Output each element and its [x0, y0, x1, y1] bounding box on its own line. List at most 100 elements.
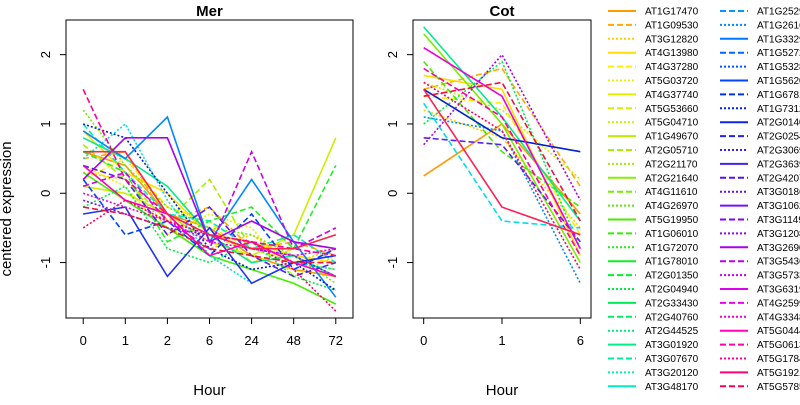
legend-label: AT2G3069	[757, 146, 800, 157]
legend-label: AT1G5272	[757, 48, 800, 59]
legend-label: AT3G2690	[757, 243, 800, 254]
legend-label: AT2G21640	[645, 173, 699, 184]
y-tick-label: 2	[385, 51, 400, 58]
legend-label: AT2G21170	[645, 159, 698, 170]
x-tick-label: 1	[122, 333, 129, 348]
legend-label: AT4G2599	[757, 298, 800, 309]
legend-label: AT3G12820	[645, 34, 699, 45]
series-line-at4g25990	[423, 47, 582, 250]
y-axis-label: centered expression	[0, 141, 15, 276]
series-line-at1g09530	[423, 67, 581, 187]
x-tick-label: 2	[164, 333, 171, 348]
series-line-at2g36390	[82, 164, 337, 278]
y-tick-label: 0	[385, 190, 400, 197]
series-line-at3g01920	[82, 123, 337, 264]
legend-label: AT1G06010	[645, 229, 699, 240]
chart-panel-mer: Mer 0 1 2 6 24 48 72 -1 0 1 2 Hour centered expressio…	[0, 3, 354, 399]
x-tick-label: 1	[498, 333, 505, 348]
y-tick-label: -1	[38, 257, 53, 269]
legend-label: AT1G5620	[757, 76, 800, 87]
legend-label: AT2G0254	[757, 132, 800, 143]
x-tick-label: 6	[577, 333, 584, 348]
x-axis-label: Hour	[193, 382, 226, 399]
legend-label: AT5G53660	[645, 104, 699, 115]
chart-title: Mer	[196, 3, 223, 20]
series-line-at4g26970	[423, 61, 581, 208]
legend-label: AT4G3348	[757, 312, 800, 323]
y-tick-label: 1	[38, 120, 53, 127]
legend-label: AT5G1784	[757, 354, 800, 365]
legend-label: AT5G1921	[757, 368, 800, 379]
series-line-at2g01400	[83, 206, 336, 285]
series-line-at1g25290	[423, 116, 582, 284]
legend-label: AT1G6781	[757, 90, 800, 101]
legend-label: AT3G1062	[757, 201, 800, 212]
y-tick-label: 2	[38, 51, 53, 58]
legend-label: AT3G0186	[757, 187, 800, 198]
legend-label: AT3G01920	[645, 340, 699, 351]
series-line-at2g01350	[423, 60, 582, 250]
legend-label: AT2G01350	[645, 271, 699, 282]
series-line-at1g56200	[423, 88, 581, 153]
legend-label: AT2G40760	[645, 312, 699, 323]
legend-label: AT3G1208	[757, 229, 800, 240]
series-line-at5g19210	[423, 88, 581, 236]
legend-label: AT5G5785	[757, 382, 800, 393]
legend-label: AT4G37280	[645, 62, 699, 73]
legend-label: AT4G13980	[645, 48, 699, 59]
legend-label: AT2G04940	[645, 285, 699, 296]
x-tick-label: 6	[206, 333, 213, 348]
series-line-at5g04710	[423, 81, 581, 180]
series-line-at4g25990	[82, 192, 336, 257]
legend-label: AT1G49670	[645, 132, 699, 143]
x-tick-label: 48	[286, 333, 300, 348]
legend-label: AT2G33430	[645, 298, 699, 309]
series-line-at3g26900	[82, 137, 336, 250]
y-tick-label: 1	[385, 120, 400, 127]
legend-label: AT1G7312	[757, 104, 800, 115]
legend-label: AT4G37740	[645, 90, 699, 101]
series-line-at3g12820	[423, 109, 581, 229]
series-line-at1g33290	[82, 178, 337, 271]
legend-label: AT2G05710	[645, 146, 699, 157]
legend-label: AT4G26970	[645, 201, 699, 212]
legend-label: AT1G72070	[645, 243, 699, 254]
legend-label: AT3G5733	[757, 271, 800, 282]
legend-label: AT3G5436	[757, 257, 800, 268]
legend-label: AT5G03720	[645, 76, 699, 87]
series-line-at3g20120	[423, 102, 581, 229]
series-line-at4g13980	[423, 74, 582, 256]
legend: AT1G17470 AT1G09530 AT3G12820 AT4G13980 AT4G…	[608, 7, 800, 393]
legend-label: AT1G17470	[645, 7, 699, 18]
legend-label: AT1G78010	[645, 257, 699, 268]
legend-label: AT5G04710	[645, 118, 699, 129]
legend-label: AT4G11610	[645, 187, 698, 198]
x-tick-label: 0	[80, 333, 87, 348]
x-tick-label: 0	[420, 333, 427, 348]
legend-label: AT1G2529	[757, 7, 800, 18]
x-tick-label: 24	[244, 333, 258, 348]
series-line-at4g33480	[423, 81, 581, 222]
legend-label: AT1G3329	[757, 34, 800, 45]
x-axis-label: Hour	[486, 382, 519, 399]
legend-label: AT3G1149	[757, 215, 800, 226]
series-line-at3g10620	[82, 199, 337, 278]
legend-label: AT5G0613	[757, 340, 800, 351]
legend-label: AT1G2616	[757, 20, 800, 31]
series-line-at4g33480	[83, 206, 336, 264]
legend-label: AT2G4207	[757, 173, 800, 184]
legend-label: AT3G20120	[645, 368, 699, 379]
legend-label: AT2G44525	[645, 326, 699, 337]
chart-title: Cot	[490, 3, 515, 20]
legend-label: AT3G07670	[645, 354, 699, 365]
y-tick-label: -1	[385, 257, 400, 269]
legend-label: AT5G0444	[757, 326, 800, 337]
legend-label: AT5G19950	[645, 215, 699, 226]
series-line-at5g17840	[423, 67, 581, 256]
legend-label: AT2G0140	[757, 118, 800, 129]
series-line-at4g37280	[423, 95, 581, 236]
series-line-at5g19210	[83, 150, 337, 250]
y-tick-label: 0	[38, 190, 53, 197]
legend-label: AT3G6319	[757, 285, 800, 296]
